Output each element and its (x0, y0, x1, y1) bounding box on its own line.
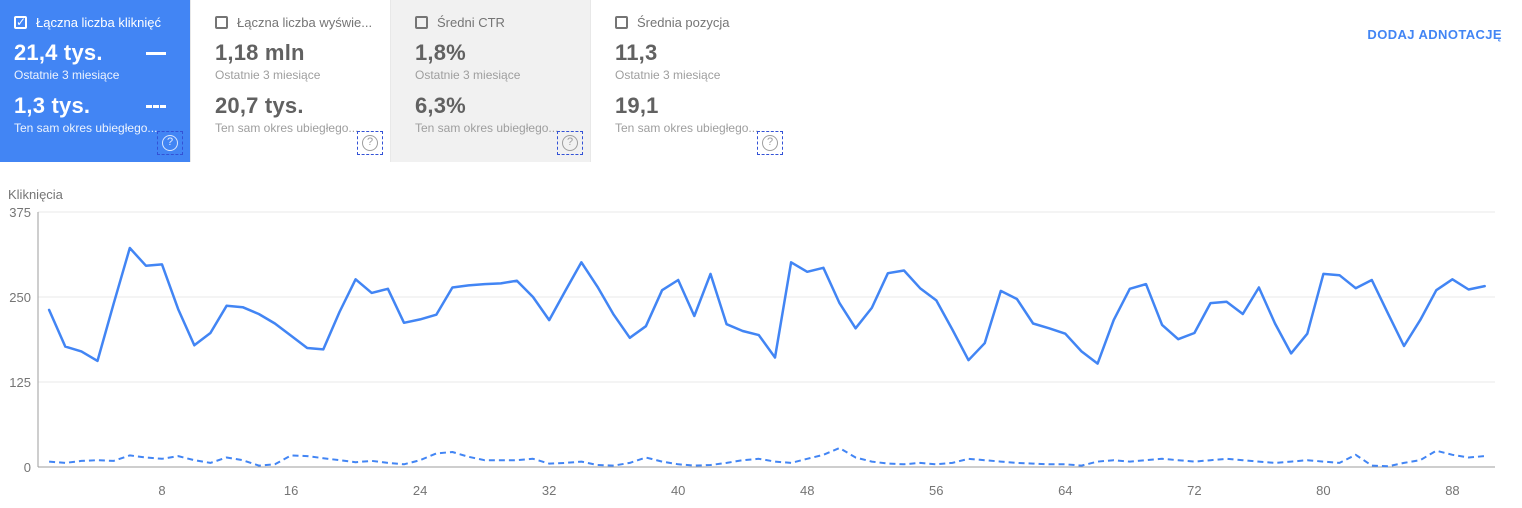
svg-text:72: 72 (1187, 483, 1201, 498)
metric-period-previous: Ten sam okres ubiegłego... (215, 121, 359, 135)
svg-text:24: 24 (413, 483, 427, 498)
metric-period-current: Ostatnie 3 miesiące (415, 68, 521, 82)
svg-text:250: 250 (9, 290, 31, 305)
metric-value-previous: 19,1 (615, 93, 659, 118)
metric-value-current: 1,8% (415, 40, 466, 65)
card-title-row: Łączna liczba wyświe... (215, 14, 376, 30)
help-icon[interactable]: ? (357, 131, 383, 155)
question-mark-icon: ? (562, 135, 578, 151)
metric-cards-row: Łączna liczba kliknięć 21,4 tys. Ostatni… (0, 0, 790, 162)
metric-period-current: Ostatnie 3 miesiące (14, 68, 120, 82)
help-icon[interactable]: ? (757, 131, 783, 155)
metric-value-current: 11,3 (615, 40, 658, 65)
question-mark-icon: ? (162, 135, 178, 151)
metric-period-current: Ostatnie 3 miesiące (615, 68, 721, 82)
card-total-impressions[interactable]: Łączna liczba wyświe... 1,18 mln Ostatni… (190, 0, 390, 162)
metric-row-current: 21,4 tys. (14, 42, 176, 64)
metric-period-previous: Ten sam okres ubiegłego... (415, 121, 559, 135)
chart-title: Kliknięcia (8, 187, 63, 202)
question-mark-icon: ? (762, 135, 778, 151)
svg-text:64: 64 (1058, 483, 1072, 498)
metric-row-previous: 20,7 tys. (215, 95, 376, 117)
svg-text:88: 88 (1445, 483, 1459, 498)
card-title-label: Średnia pozycja (637, 14, 730, 30)
svg-text:56: 56 (929, 483, 943, 498)
metric-row-previous: 1,3 tys. (14, 95, 176, 117)
card-title-row: Łączna liczba kliknięć (14, 14, 176, 30)
metric-row-current: 11,3 (615, 42, 776, 64)
metric-period-previous: Ten sam okres ubiegłego... (14, 121, 158, 135)
checkbox-total-clicks[interactable] (14, 15, 27, 29)
svg-text:40: 40 (671, 483, 685, 498)
metric-row-current: 1,18 mln (215, 42, 376, 64)
help-icon[interactable]: ? (157, 131, 183, 155)
checkbox-average-position[interactable] (615, 15, 628, 29)
card-title-label: Łączna liczba kliknięć (36, 14, 162, 30)
svg-text:80: 80 (1316, 483, 1330, 498)
svg-text:32: 32 (542, 483, 556, 498)
question-mark-icon: ? (362, 135, 378, 151)
checkbox-average-ctr[interactable] (415, 15, 428, 29)
card-title-label: Średni CTR (437, 14, 505, 30)
help-icon[interactable]: ? (557, 131, 583, 155)
add-annotation-button[interactable]: DODAJ ADNOTACJĘ (1367, 27, 1502, 42)
card-average-ctr[interactable]: Średni CTR 1,8% Ostatnie 3 miesiące 6,3%… (390, 0, 590, 162)
svg-text:375: 375 (9, 205, 31, 220)
performance-line-chart: 0 125 250 375 8 16 24 32 40 48 56 64 72 80 88 (9, 205, 1495, 498)
dashed-line-legend-mark (146, 104, 166, 108)
clicks-chart: Kliknięcia 0 125 250 375 8 16 24 32 40 48 56 64 72 80… (0, 185, 1522, 508)
card-title-row: Średni CTR (415, 14, 576, 30)
metric-value-previous: 20,7 tys. (215, 93, 304, 118)
metric-period-current: Ostatnie 3 miesiące (215, 68, 321, 82)
svg-text:48: 48 (800, 483, 814, 498)
card-total-clicks[interactable]: Łączna liczba kliknięć 21,4 tys. Ostatni… (0, 0, 190, 162)
metric-value-current: 21,4 tys. (14, 40, 103, 65)
svg-text:125: 125 (9, 375, 31, 390)
solid-line-legend-mark (146, 51, 166, 55)
metric-value-current: 1,18 mln (215, 40, 305, 65)
metric-value-previous: 1,3 tys. (14, 93, 91, 118)
svg-text:8: 8 (158, 483, 165, 498)
checkbox-total-impressions[interactable] (215, 15, 228, 29)
svg-text:0: 0 (24, 460, 31, 475)
metric-row-current: 1,8% (415, 42, 576, 64)
metric-period-previous: Ten sam okres ubiegłego... (615, 121, 759, 135)
metric-row-previous: 6,3% (415, 95, 576, 117)
metric-row-previous: 19,1 (615, 95, 776, 117)
card-title-label: Łączna liczba wyświe... (237, 14, 373, 30)
card-average-position[interactable]: Średnia pozycja 11,3 Ostatnie 3 miesiące… (590, 0, 790, 162)
card-title-row: Średnia pozycja (615, 14, 776, 30)
svg-text:16: 16 (284, 483, 298, 498)
metric-value-previous: 6,3% (415, 93, 466, 118)
